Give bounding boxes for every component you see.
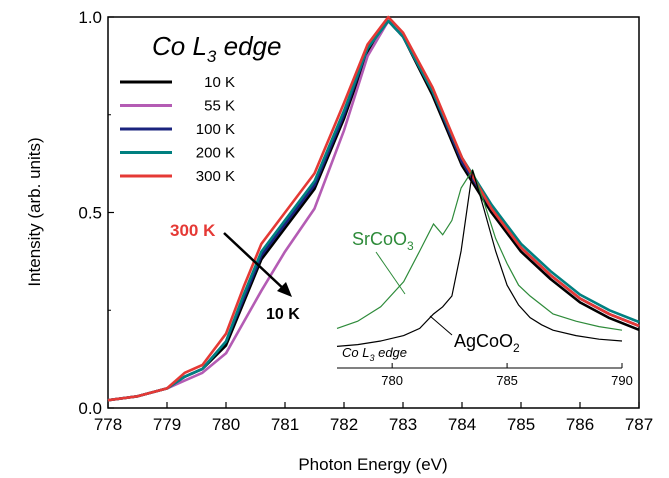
inset-axis-ticks: 780 785 790 (381, 363, 633, 388)
x-tick-label: 785 (507, 415, 535, 434)
srcoo3-main: SrCoO (352, 229, 407, 249)
legend-label: 300 K (196, 168, 235, 185)
agcoo2-pointer (429, 315, 453, 336)
x-axis-title: Photon Energy (eV) (298, 455, 447, 474)
legend-label: 10 K (204, 74, 235, 91)
legend-label: 200 K (196, 145, 235, 162)
agcoo2-main: AgCoO (454, 331, 513, 351)
legend-label: 100 K (196, 121, 235, 138)
temperature-arrow (223, 232, 288, 293)
label-300k: 300 K (170, 221, 216, 240)
y-tick-label: 1.0 (78, 8, 102, 27)
chart-title: Co L3 edge (152, 31, 281, 66)
y-tick-label: 0.0 (78, 399, 102, 418)
series-line-200k (107, 19, 640, 402)
x-tick-label: 787 (625, 415, 653, 434)
x-tick-label: 782 (330, 415, 358, 434)
legend-label: 55 K (204, 98, 235, 115)
main-axis-ticks: 778 779 780 781 782 783 784 785 786 787 0.0 0.5 1.0 (78, 8, 653, 434)
main-series-lines (107, 15, 640, 402)
y-tick-label: 0.5 (78, 204, 102, 223)
inset-label-agcoo2: AgCoO2 (454, 331, 520, 355)
inset-x-tick-label: 790 (611, 373, 633, 388)
inset-x-tick-label: 780 (381, 373, 403, 388)
srcoo3-sub: 3 (407, 239, 414, 253)
inset-title-tail: edge (374, 345, 407, 360)
series-line-300k (107, 15, 640, 402)
inset-title-main: Co L (342, 345, 369, 360)
x-tick-label: 786 (566, 415, 594, 434)
temperature-arrowhead (277, 282, 292, 297)
inset-label-srcoo3: SrCoO3 (352, 229, 414, 253)
inset-title-sub: 3 (369, 353, 374, 363)
legend: 10 K 55 K 100 K 200 K 300 K (120, 74, 235, 185)
agcoo2-sub: 2 (513, 341, 520, 355)
srcoo3-pointer (375, 251, 406, 295)
inset-series-line-agcoo2 (336, 169, 623, 347)
y-axis-title: Intensity (arb. units) (25, 137, 44, 286)
chart-title-tail: edge (216, 31, 281, 61)
label-10k: 10 K (266, 306, 300, 323)
inset: 780 785 790 Co L3 edge SrCoO3 AgCoO2 (336, 168, 633, 388)
chart-title-sub: 3 (207, 47, 217, 66)
x-tick-label: 779 (153, 415, 181, 434)
chart-title-main: Co L (152, 31, 207, 61)
inset-title: Co L3 edge (342, 345, 407, 363)
x-tick-label: 783 (389, 415, 417, 434)
inset-x-tick-label: 785 (496, 373, 518, 388)
inset-series-line-srcoo3 (336, 168, 623, 331)
x-tick-label: 784 (448, 415, 476, 434)
inset-series-lines (336, 168, 623, 347)
x-tick-label: 778 (94, 415, 122, 434)
x-tick-label: 780 (212, 415, 240, 434)
x-tick-label: 781 (271, 415, 299, 434)
